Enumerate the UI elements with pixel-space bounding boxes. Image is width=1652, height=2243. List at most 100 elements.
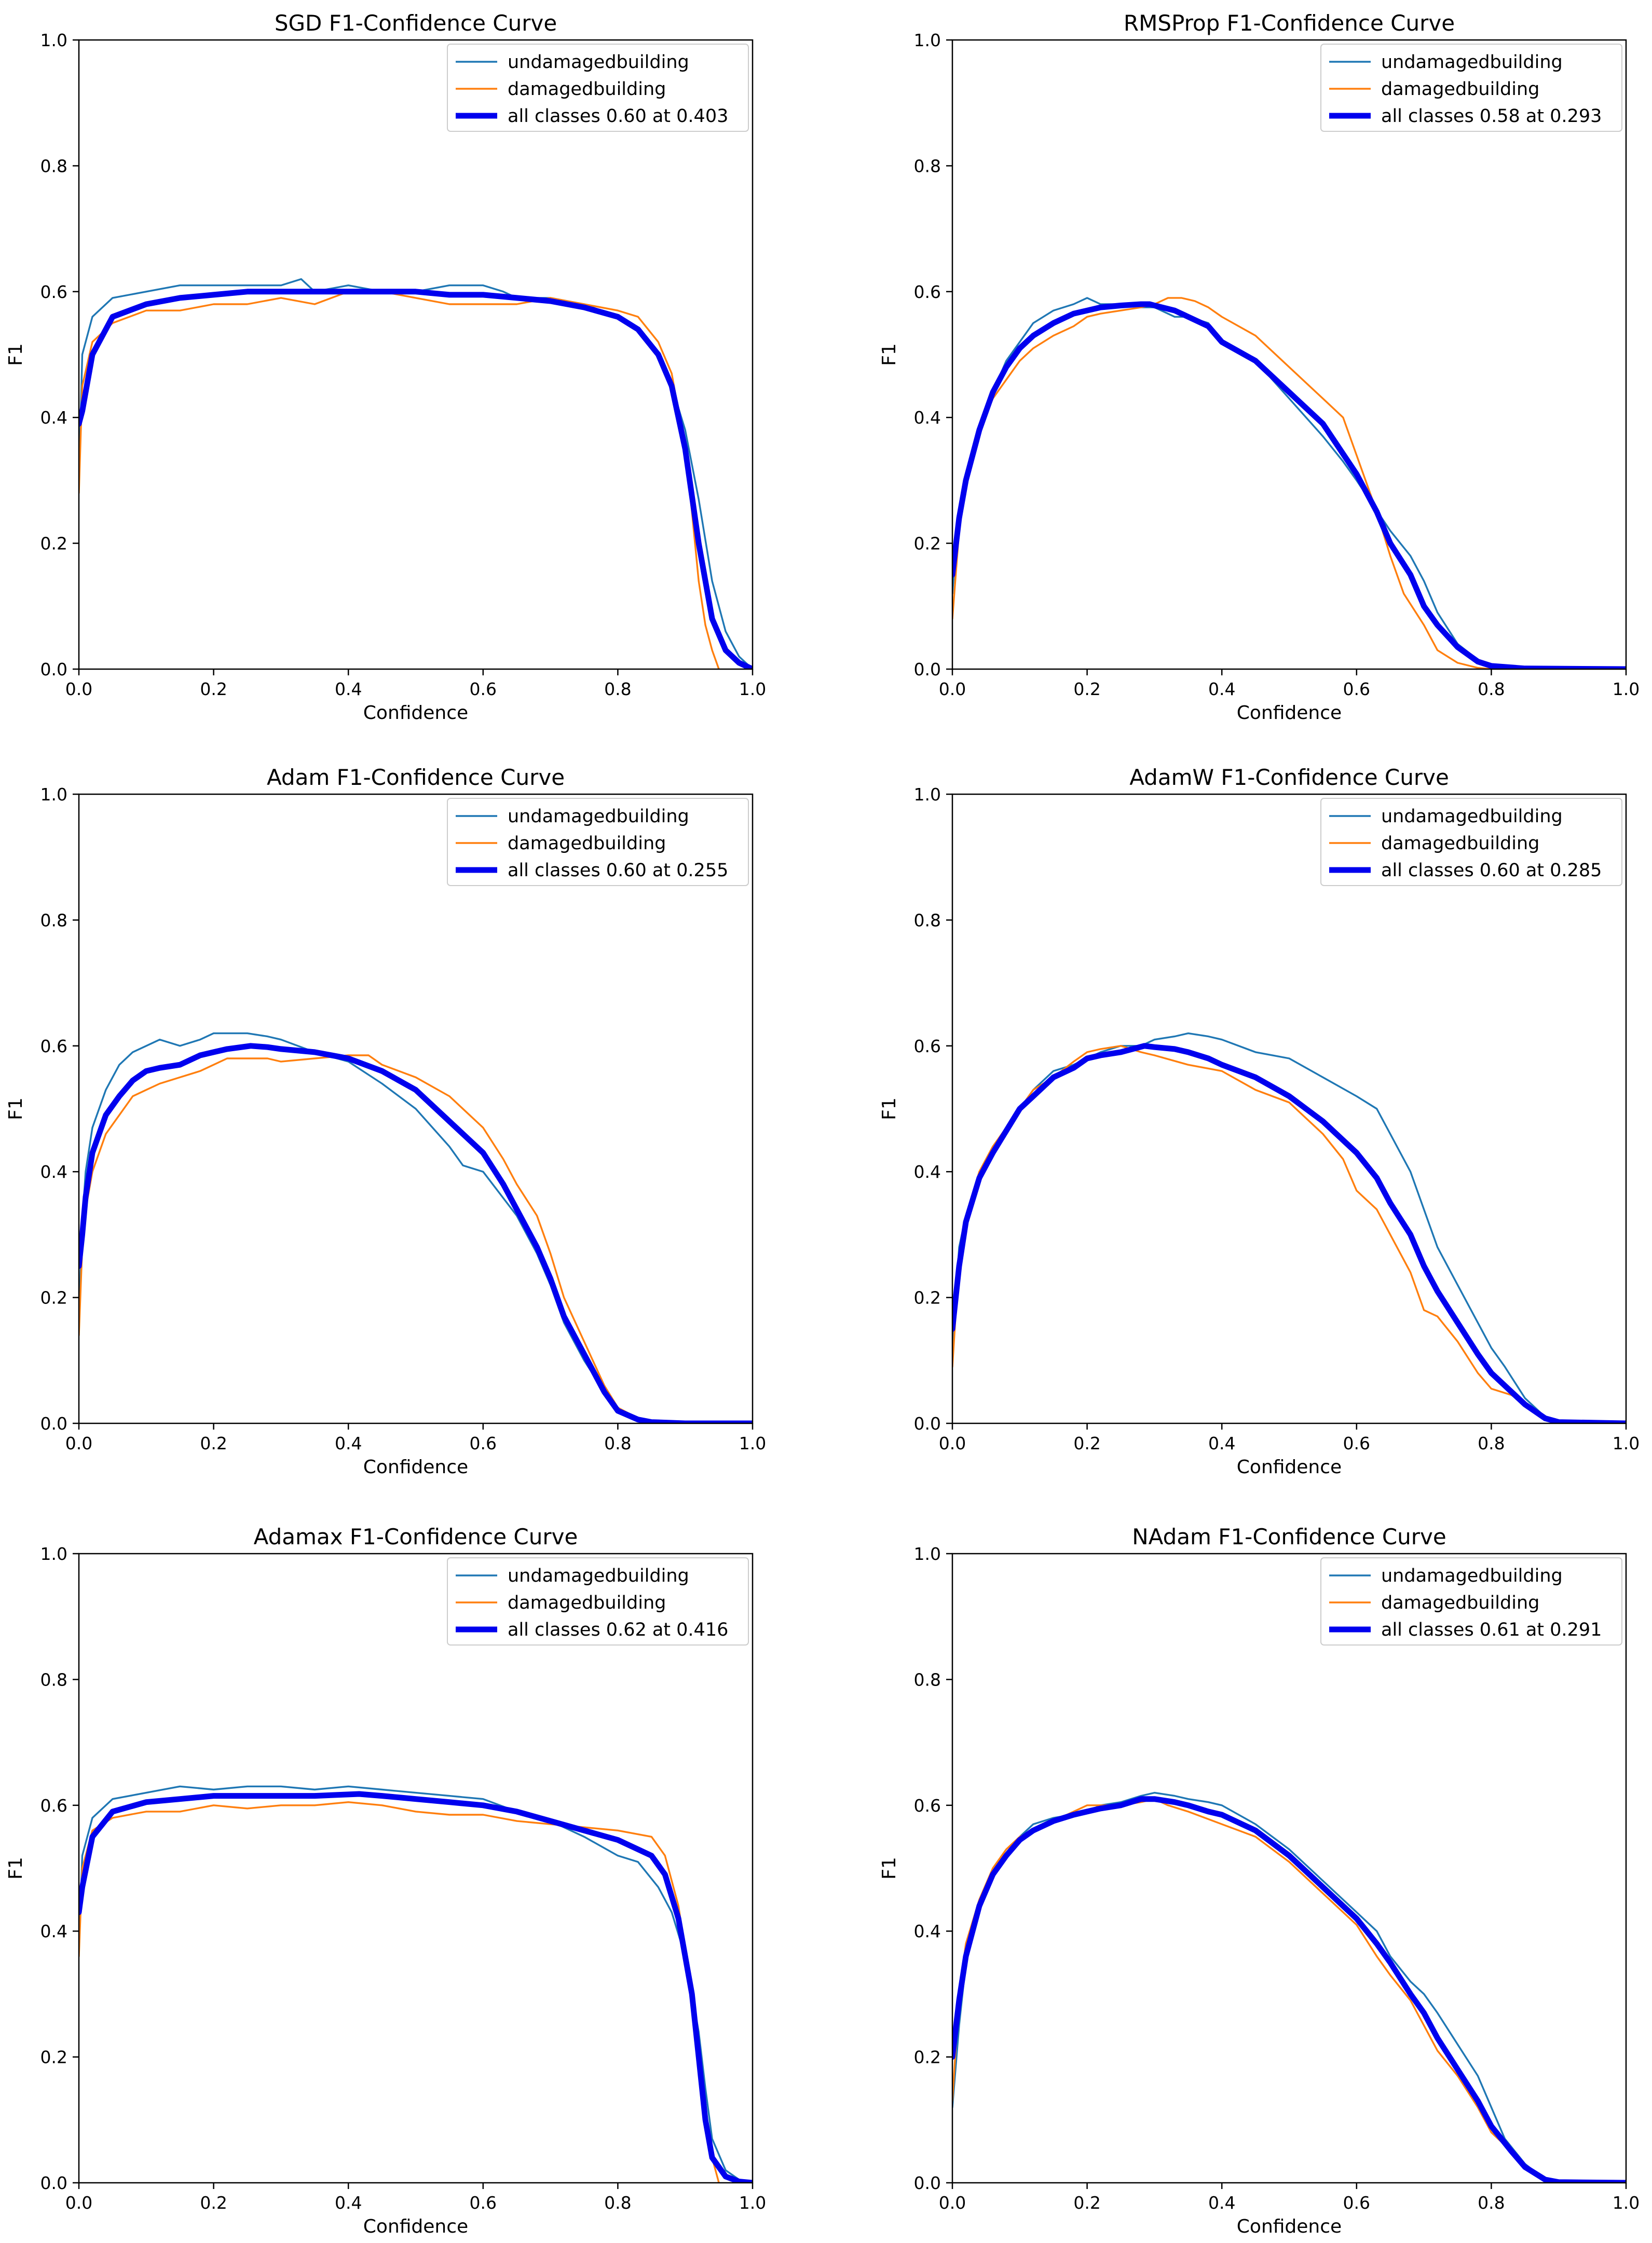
y-tick-label: 0.0 bbox=[40, 2173, 67, 2193]
series-group bbox=[79, 278, 753, 669]
axes-frame bbox=[78, 39, 754, 670]
y-tick-label: 0.4 bbox=[40, 1162, 67, 1182]
y-axis-label: F1 bbox=[5, 1857, 26, 1880]
legend-label: damagedbuilding bbox=[508, 79, 666, 100]
series-line-undamagedbuilding bbox=[952, 297, 1626, 669]
x-tick-label: 0.0 bbox=[939, 1433, 966, 1453]
y-tick-label: 1.0 bbox=[914, 1544, 941, 1564]
y-axis-label: F1 bbox=[879, 343, 900, 366]
x-tick-label: 0.4 bbox=[1208, 679, 1235, 699]
axes-frame bbox=[951, 793, 1627, 1424]
y-tick-label: 0.6 bbox=[40, 282, 67, 302]
x-axis-label: Confidence bbox=[363, 2216, 468, 2237]
y-tick-label: 0.6 bbox=[914, 1796, 941, 1816]
x-tick-label: 0.8 bbox=[604, 2193, 631, 2213]
y-tick-label: 0.2 bbox=[914, 1288, 941, 1308]
legend-label: all classes 0.58 at 0.293 bbox=[1381, 106, 1602, 127]
axes-frame bbox=[78, 1553, 754, 2184]
x-tick-label: 1.0 bbox=[739, 1433, 766, 1453]
x-tick-label: 0.0 bbox=[65, 1433, 92, 1453]
y-tick-label: 1.0 bbox=[40, 30, 67, 50]
x-tick-label: 0.0 bbox=[939, 2193, 966, 2213]
legend-label: damagedbuilding bbox=[508, 1593, 666, 1613]
x-tick-label: 0.2 bbox=[200, 679, 227, 699]
x-axis-label: Confidence bbox=[1237, 702, 1342, 724]
y-tick-label: 0.2 bbox=[40, 534, 67, 554]
series-line-all bbox=[952, 301, 1626, 669]
x-tick-label: 0.6 bbox=[470, 679, 497, 699]
chart-title: RMSProp F1-Confidence Curve bbox=[1124, 10, 1455, 36]
x-tick-label: 0.6 bbox=[1343, 679, 1370, 699]
series-line-damagedbuilding bbox=[79, 1054, 753, 1423]
legend-label: undamagedbuilding bbox=[508, 52, 689, 73]
y-tick-label: 0.6 bbox=[914, 1036, 941, 1056]
x-tick-label: 0.2 bbox=[1073, 679, 1100, 699]
x-axis-label: Confidence bbox=[1237, 2216, 1342, 2237]
legend-label: undamagedbuilding bbox=[1381, 52, 1563, 73]
chart-panel-3: Adam F1-Confidence Curve 0.0 0.2 0.4 0.6 0.8 1… bbox=[5, 765, 766, 1478]
y-tick-label: 0.4 bbox=[914, 1921, 941, 1941]
y-tick-label: 0.2 bbox=[914, 2047, 941, 2068]
series-group bbox=[952, 1791, 1626, 2183]
y-tick-label: 0.0 bbox=[40, 659, 67, 679]
legend-label: all classes 0.62 at 0.416 bbox=[508, 1620, 728, 1640]
series-group bbox=[79, 1785, 753, 2183]
x-tick-label: 0.4 bbox=[335, 1433, 362, 1453]
series-group bbox=[952, 1032, 1626, 1423]
x-axis-label: Confidence bbox=[363, 702, 468, 724]
y-tick-label: 0.6 bbox=[40, 1796, 67, 1816]
legend: undamagedbuilding damagedbuilding all clas… bbox=[1320, 44, 1622, 132]
y-tick-label: 0.8 bbox=[914, 1669, 941, 1690]
x-tick-label: 0.6 bbox=[1343, 2193, 1370, 2213]
x-tick-label: 1.0 bbox=[739, 2193, 766, 2213]
x-tick-label: 0.0 bbox=[65, 2193, 92, 2213]
legend-box bbox=[447, 798, 749, 886]
y-tick-label: 1.0 bbox=[914, 784, 941, 805]
chart-title: Adam F1-Confidence Curve bbox=[267, 765, 565, 790]
y-tick-label: 0.0 bbox=[914, 659, 941, 679]
y-tick-label: 0.8 bbox=[914, 910, 941, 930]
legend-label: damagedbuilding bbox=[508, 833, 666, 854]
legend-box bbox=[1320, 1557, 1622, 1646]
x-tick-label: 0.4 bbox=[335, 679, 362, 699]
x-axis-label: Confidence bbox=[1237, 1457, 1342, 1478]
chart-title: NAdam F1-Confidence Curve bbox=[1132, 1524, 1446, 1549]
y-tick-label: 0.2 bbox=[40, 1288, 67, 1308]
axes-frame bbox=[951, 39, 1627, 670]
legend-label: all classes 0.61 at 0.291 bbox=[1381, 1620, 1602, 1640]
series-line-all bbox=[79, 289, 753, 669]
y-axis-label: F1 bbox=[879, 1857, 900, 1880]
chart-title: SGD F1-Confidence Curve bbox=[275, 10, 557, 36]
y-tick-label: 0.4 bbox=[40, 407, 67, 428]
legend: undamagedbuilding damagedbuilding all clas… bbox=[1320, 1557, 1622, 1646]
series-line-all bbox=[952, 1043, 1626, 1423]
x-tick-label: 0.2 bbox=[200, 1433, 227, 1453]
legend: undamagedbuilding damagedbuilding all clas… bbox=[447, 798, 749, 886]
legend: undamagedbuilding damagedbuilding all clas… bbox=[447, 44, 749, 132]
x-tick-label: 0.4 bbox=[335, 2193, 362, 2213]
series-line-undamagedbuilding bbox=[952, 1791, 1626, 2183]
x-tick-label: 0.2 bbox=[1073, 2193, 1100, 2213]
legend-label: all classes 0.60 at 0.255 bbox=[508, 860, 728, 881]
series-line-all bbox=[79, 1043, 753, 1423]
y-axis-label: F1 bbox=[5, 1097, 26, 1120]
y-tick-label: 0.2 bbox=[914, 534, 941, 554]
axes-frame bbox=[78, 793, 754, 1424]
x-tick-label: 1.0 bbox=[1613, 679, 1640, 699]
series-line-damagedbuilding bbox=[952, 297, 1626, 669]
y-tick-label: 1.0 bbox=[40, 784, 67, 805]
y-tick-label: 0.0 bbox=[40, 1413, 67, 1434]
legend-label: all classes 0.60 at 0.403 bbox=[508, 106, 728, 127]
y-tick-label: 0.6 bbox=[40, 1036, 67, 1056]
x-tick-label: 0.4 bbox=[1208, 1433, 1235, 1453]
series-group bbox=[79, 1032, 753, 1423]
y-tick-label: 0.4 bbox=[914, 407, 941, 428]
x-tick-label: 0.2 bbox=[1073, 1433, 1100, 1453]
x-tick-label: 0.0 bbox=[65, 679, 92, 699]
legend-box bbox=[447, 1557, 749, 1646]
y-tick-label: 0.4 bbox=[40, 1921, 67, 1941]
legend-label: undamagedbuilding bbox=[1381, 806, 1563, 827]
x-tick-label: 0.8 bbox=[604, 679, 631, 699]
x-tick-label: 0.8 bbox=[1478, 2193, 1505, 2213]
